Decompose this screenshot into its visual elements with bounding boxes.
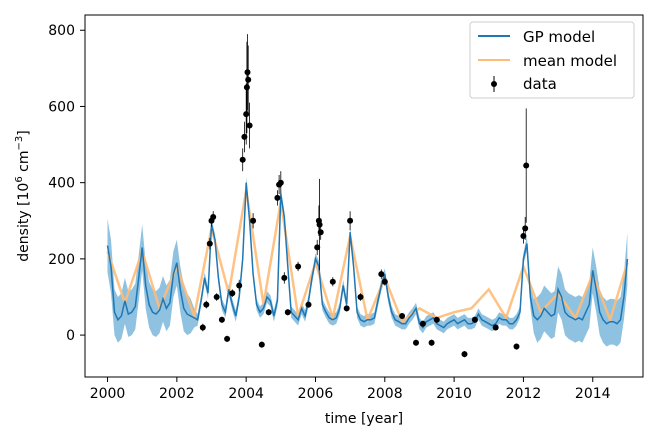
data-point — [277, 179, 284, 186]
x-tick-label: 2012 — [506, 386, 542, 402]
plot-area-frame — [84, 14, 644, 378]
x-tick-label: 2014 — [575, 386, 611, 402]
data-point — [522, 225, 529, 232]
x-axis-label: time [year] — [325, 411, 403, 427]
data-point — [224, 335, 231, 342]
data-point — [461, 351, 468, 358]
y-axis: 0 200 400 600 800 — [48, 23, 85, 344]
data-point — [399, 313, 406, 319]
legend-label-data: data — [523, 75, 557, 93]
data-point — [316, 221, 323, 228]
data-point — [378, 271, 385, 278]
x-tick-label: 2006 — [298, 386, 334, 402]
y-tick-label: 600 — [48, 99, 75, 115]
data-point — [203, 301, 210, 308]
data-point — [243, 84, 250, 91]
data-point — [413, 339, 419, 346]
data-point — [245, 76, 252, 83]
data-point — [471, 316, 478, 323]
y-tick-label: 200 — [48, 252, 75, 268]
data-point — [243, 111, 250, 118]
data-point — [329, 278, 336, 285]
y-tick-label: 800 — [48, 23, 75, 39]
data-point — [523, 162, 530, 169]
y-axis-label-exponent: 6 — [14, 176, 25, 182]
x-tick-label: 2000 — [90, 386, 126, 402]
data-point — [218, 316, 225, 323]
data-point — [284, 309, 291, 316]
y-tick-label: 0 — [66, 328, 75, 344]
data-point — [317, 229, 324, 236]
data-point — [357, 294, 364, 300]
data-point — [236, 282, 243, 289]
legend-label-mean-model: mean model — [523, 52, 617, 70]
data-point — [210, 214, 217, 220]
legend: GP model mean model data — [469, 21, 635, 99]
data-point — [258, 341, 265, 348]
gp-model-layer — [106, 182, 629, 329]
data-point — [244, 69, 251, 76]
legend-label-gp-model: GP model — [523, 28, 595, 46]
data-point — [250, 217, 257, 224]
data-point — [206, 240, 213, 247]
data-point — [295, 263, 302, 270]
y-axis-label: density [106 cm−3] — [14, 130, 32, 261]
legend-swatch-data-point — [491, 81, 497, 87]
x-tick-label: 2008 — [367, 386, 403, 402]
data-point — [314, 244, 321, 251]
data-point — [347, 217, 354, 224]
data-point — [213, 294, 220, 300]
data-point — [229, 290, 236, 297]
data-point — [305, 301, 312, 308]
data-point — [492, 324, 499, 331]
y-axis-label-exponent-2: −3 — [14, 136, 25, 151]
x-axis: 2000 2002 2004 2006 2008 2010 2012 2014 — [90, 377, 611, 402]
data-point — [381, 278, 388, 285]
data-point — [239, 156, 246, 163]
x-tick-label: 2010 — [436, 386, 472, 402]
data-point — [265, 309, 272, 316]
gp-model-line — [106, 182, 629, 329]
data-point — [428, 339, 435, 346]
legend-frame — [469, 21, 635, 99]
data-point — [419, 320, 426, 327]
data-point — [281, 274, 288, 281]
x-tick-label: 2004 — [228, 386, 264, 402]
data-point — [199, 324, 206, 331]
x-tick-label: 2002 — [159, 386, 195, 402]
data-point — [513, 343, 520, 350]
data-point — [343, 305, 350, 312]
data-point — [246, 122, 253, 129]
y-tick-label: 400 — [48, 176, 75, 192]
data-point — [274, 194, 281, 201]
data-points-layer — [199, 34, 530, 358]
data-point — [433, 316, 440, 323]
